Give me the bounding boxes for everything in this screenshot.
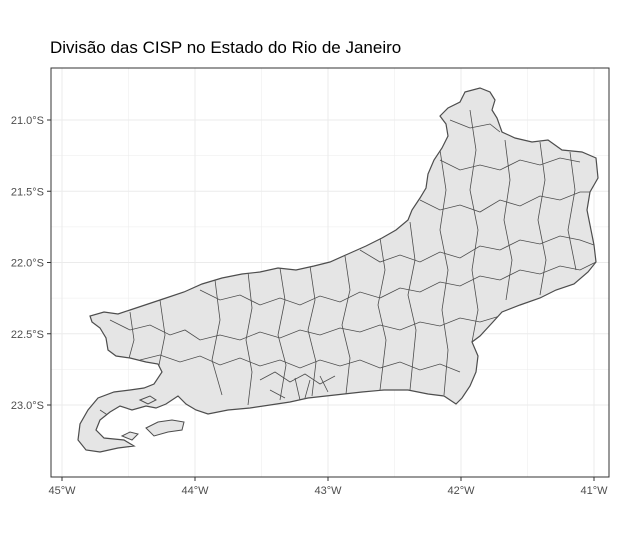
panel-border — [50, 67, 610, 478]
coastal-island — [145, 419, 185, 437]
x-tick-label: 44°W — [181, 485, 209, 497]
map-title: Divisão das CISP no Estado do Rio de Jan… — [50, 38, 402, 57]
rio-de-janeiro-state — [77, 87, 599, 453]
coastal-island — [120, 431, 139, 441]
y-tick-label: 22.5°S — [11, 329, 44, 341]
x-axis: 45°W 44°W 43°W 42°W 41°W — [48, 477, 608, 497]
x-tick-label: 42°W — [447, 485, 475, 497]
y-axis: 21.0°S 21.5°S 22.0°S 22.5°S 23.0°S — [11, 115, 51, 412]
y-tick-label: 22.0°S — [11, 258, 44, 270]
y-tick-label: 21.0°S — [11, 115, 44, 127]
x-tick-label: 43°W — [314, 485, 342, 497]
coastal-island — [138, 395, 157, 405]
y-tick-label: 21.5°S — [11, 186, 44, 198]
cisp-boundaries — [99, 109, 597, 423]
x-tick-label: 45°W — [48, 485, 76, 497]
state-outline — [77, 87, 599, 453]
y-tick-label: 23.0°S — [11, 400, 44, 412]
x-tick-label: 41°W — [580, 485, 608, 497]
